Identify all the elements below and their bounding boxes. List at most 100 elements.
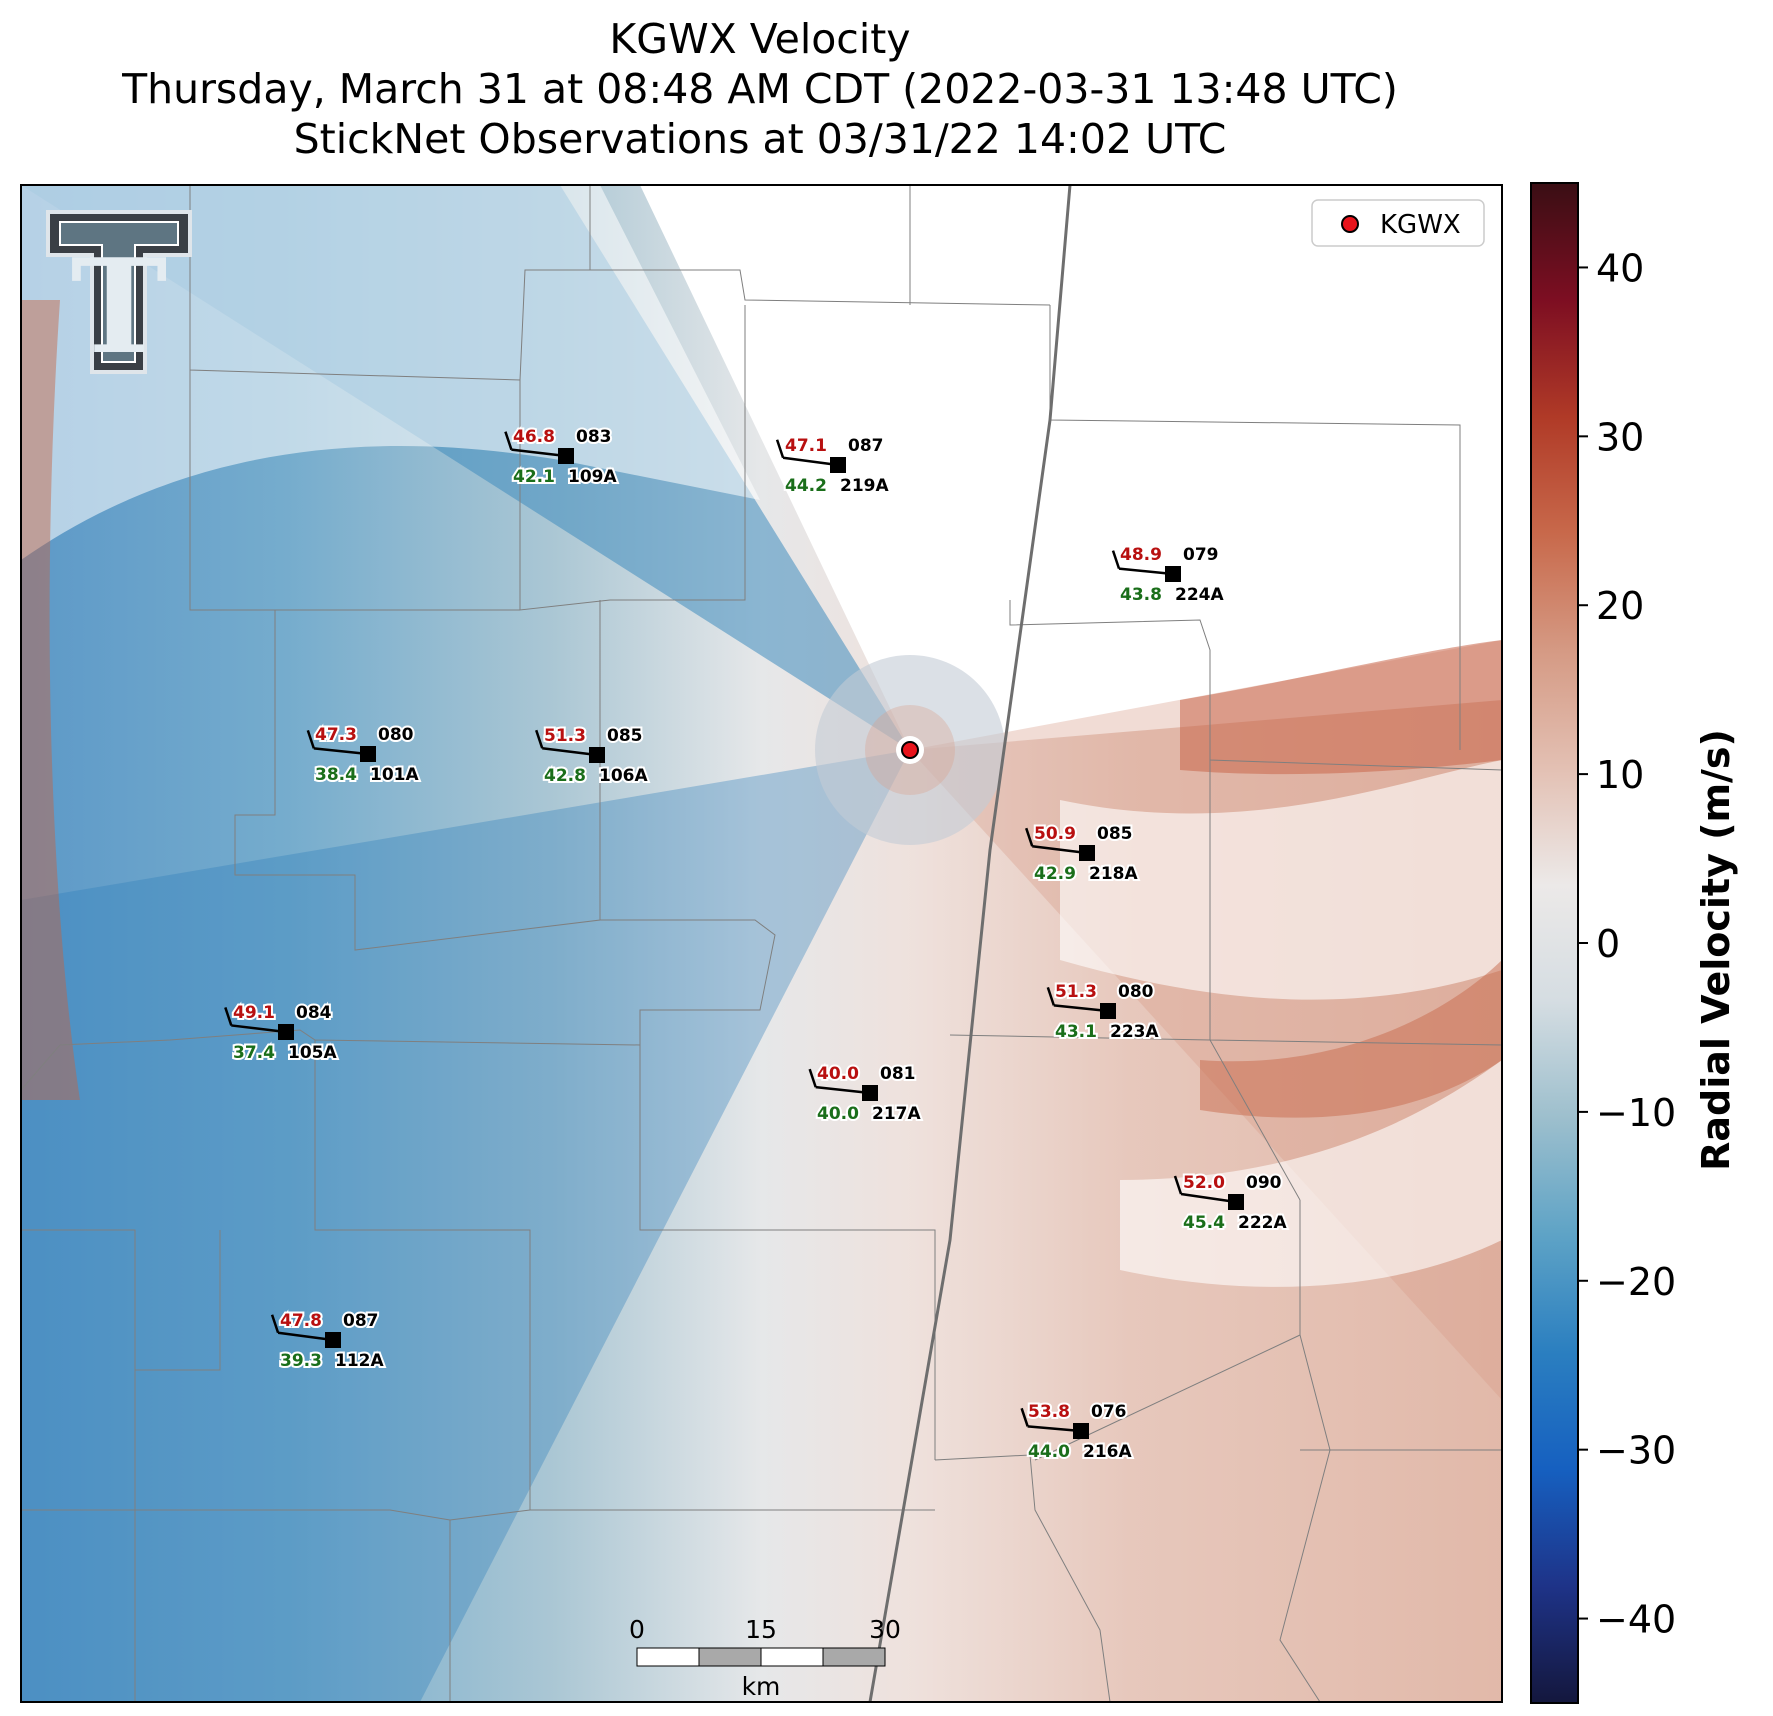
station-id: 219A — [840, 476, 889, 496]
station-223A: 51.3 080 43.1 223A — [1046, 980, 1161, 1044]
station-109A: 46.8 083 42.1 109A — [504, 425, 619, 489]
wind-barb-shaft — [231, 1024, 287, 1034]
legend-marker — [1341, 215, 1359, 233]
station-marker — [589, 747, 605, 763]
wind-barb-flag — [224, 1007, 233, 1026]
station-marker — [830, 457, 846, 473]
logo-letter: T — [71, 230, 168, 383]
station-id: 101A — [370, 765, 419, 785]
double-t-logo: T — [46, 210, 192, 383]
wind-barb-flag — [306, 729, 316, 749]
colorbar-tick-label: −30 — [1596, 1429, 1676, 1473]
colorbar-tick-label: −10 — [1596, 1091, 1676, 1135]
county-boundaries — [21, 185, 1502, 1702]
station-id: 223A — [1110, 1022, 1159, 1042]
radar-field — [21, 185, 1502, 1702]
station-101A: 47.3 080 38.4 101A — [306, 723, 421, 787]
station-wind-speed: 50.9 — [1034, 824, 1076, 844]
colorbar-tick-label: 10 — [1596, 753, 1644, 797]
sticknet-stations: 46.8 083 42.1 109A 47.1 087 44.2 219A 48.9 079 43.… — [224, 425, 1289, 1464]
station-id: 218A — [1089, 864, 1138, 884]
wind-barb-flag — [1025, 827, 1034, 847]
wind-barb-shaft — [815, 1085, 871, 1095]
scale-tick-15: 15 — [745, 1615, 777, 1644]
station-wind-direction: 083 — [576, 427, 612, 447]
station-id: 216A — [1083, 1442, 1132, 1462]
title-line-3: StickNet Observations at 03/31/22 14:02 … — [293, 115, 1227, 163]
station-wind-speed: 48.9 — [1120, 545, 1162, 565]
station-wind-speed: 51.3 — [544, 726, 586, 746]
station-marker — [325, 1332, 341, 1348]
station-temperature: 42.1 — [513, 467, 555, 487]
wind-barb-flag — [1046, 986, 1056, 1006]
station-temperature: 43.8 — [1120, 585, 1162, 605]
station-wind-speed: 40.0 — [817, 1064, 859, 1084]
colorbar: 40 30 20 10 0 −10 −20 −30 −40 — [1530, 182, 1676, 1704]
station-temperature: 40.0 — [817, 1104, 859, 1124]
colorbar-scale — [1530, 182, 1579, 1704]
station-wind-direction: 087 — [848, 436, 884, 456]
station-id: 217A — [872, 1104, 921, 1124]
station-218A: 50.9 085 42.9 218A — [1025, 822, 1140, 886]
legend-label: KGWX — [1380, 210, 1461, 240]
colorbar-tick-label: −40 — [1596, 1598, 1676, 1642]
wind-barb-shaft — [511, 448, 567, 458]
station-id: 106A — [599, 766, 648, 786]
title-line-1: KGWX Velocity — [609, 15, 911, 63]
legend: KGWX — [1311, 199, 1485, 247]
map-frame — [20, 184, 1503, 1703]
station-id: 222A — [1238, 1213, 1287, 1233]
wind-barb-shaft — [782, 456, 839, 467]
wind-barb-flag — [775, 439, 785, 459]
station-id: 109A — [568, 467, 617, 487]
wind-barb-flag — [1020, 1407, 1029, 1427]
colorbar-tick-label: 40 — [1596, 246, 1644, 290]
station-marker — [360, 746, 376, 762]
colorbar-ticks: 40 30 20 10 0 −10 −20 −30 −40 — [1578, 246, 1676, 1642]
scale-unit: km — [742, 1672, 781, 1701]
station-marker — [1073, 1423, 1089, 1439]
station-id: 112A — [335, 1351, 384, 1371]
wind-barb-flag — [535, 729, 544, 749]
station-wind-speed: 47.1 — [785, 436, 827, 456]
colorbar-label: Radial Velocity (m/s) — [1694, 729, 1738, 1171]
scale-tick-0: 0 — [629, 1615, 645, 1644]
station-wind-direction: 076 — [1091, 1402, 1127, 1422]
station-wind-speed: 47.8 — [280, 1311, 322, 1331]
station-marker — [1100, 1003, 1116, 1019]
station-temperature: 42.8 — [544, 766, 586, 786]
station-wind-direction: 087 — [343, 1311, 379, 1331]
station-marker — [1079, 845, 1095, 861]
station-wind-speed: 51.3 — [1055, 982, 1097, 1002]
station-wind-speed: 49.1 — [233, 1003, 275, 1023]
colorbar-tick-label: 0 — [1596, 922, 1620, 966]
station-temperature: 37.4 — [233, 1043, 275, 1063]
wind-barb-flag — [504, 431, 513, 451]
station-temperature: 39.3 — [280, 1351, 322, 1371]
station-216A: 53.8 076 44.0 216A — [1020, 1400, 1134, 1464]
station-217A: 40.0 081 40.0 217A — [808, 1062, 923, 1126]
figure-title: KGWX Velocity Thursday, March 31 at 08:4… — [0, 14, 1520, 164]
scale-bar: 0 15 30 km — [629, 1615, 901, 1701]
station-wind-direction: 090 — [1246, 1173, 1282, 1193]
station-wind-speed: 46.8 — [513, 427, 555, 447]
station-106A: 51.3 085 42.8 106A — [535, 724, 650, 788]
station-wind-speed: 53.8 — [1028, 1402, 1070, 1422]
wind-barb-shaft — [313, 747, 369, 756]
station-wind-direction: 084 — [296, 1003, 332, 1023]
station-wind-speed: 47.3 — [315, 725, 357, 745]
station-wind-direction: 079 — [1183, 545, 1219, 565]
station-id: 105A — [288, 1043, 337, 1063]
wind-barb-flag — [1173, 1175, 1183, 1195]
station-wind-direction: 080 — [378, 725, 414, 745]
wind-barb-flag — [808, 1068, 817, 1088]
colorbar-tick-label: 30 — [1596, 415, 1644, 459]
wind-barb-shaft — [277, 1331, 334, 1342]
station-marker — [1165, 566, 1181, 582]
station-224A: 48.9 079 43.8 224A — [1111, 543, 1226, 607]
scale-tick-30: 30 — [869, 1615, 901, 1644]
station-222A: 52.0 090 45.4 222A — [1173, 1171, 1289, 1235]
station-105A: 49.1 084 37.4 105A — [224, 1001, 339, 1065]
title-line-2: Thursday, March 31 at 08:48 AM CDT (2022… — [122, 65, 1398, 113]
wind-barb-flag — [270, 1314, 280, 1334]
